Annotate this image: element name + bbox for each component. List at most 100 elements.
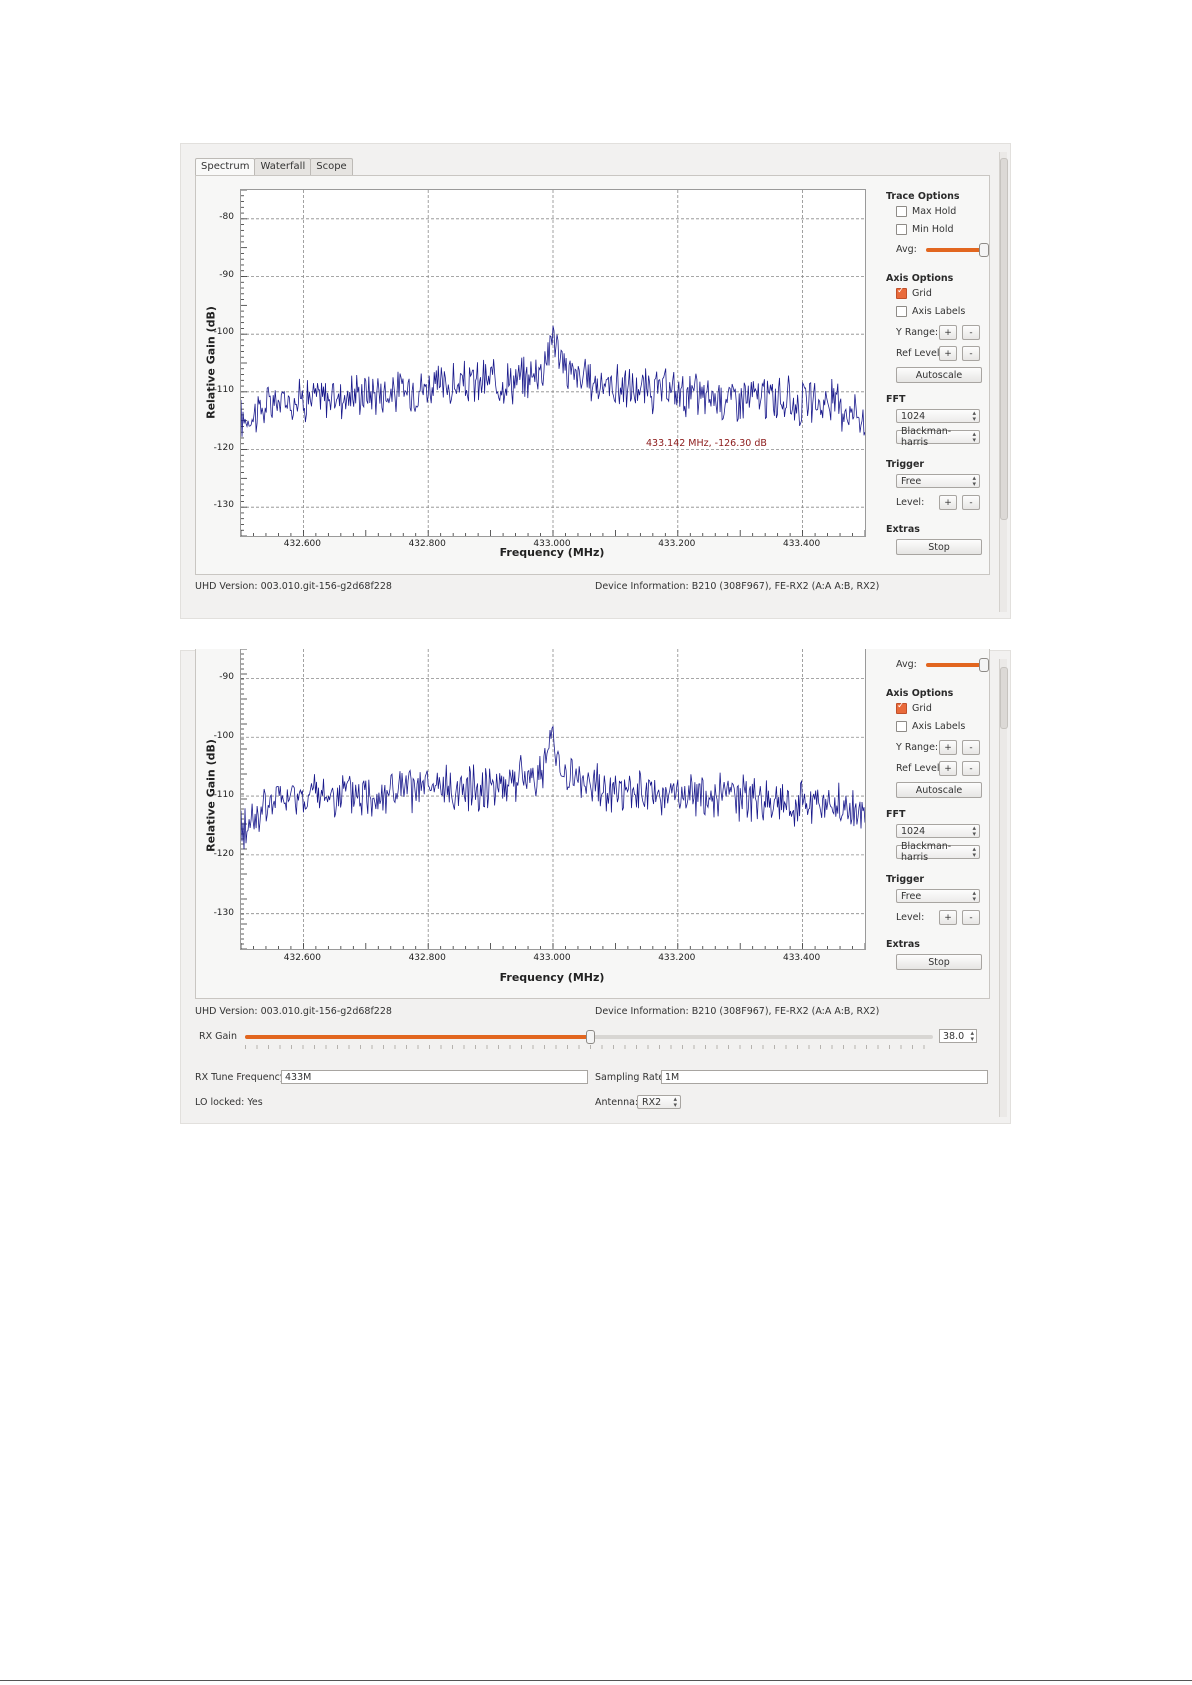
screenshot-spectrum-bottom: -90 -100 -110 -120 -130 432.600 432.800 433.000… [180, 649, 1011, 1124]
avg-slider[interactable] [925, 657, 989, 672]
axis-labels-label: Axis Labels [912, 721, 966, 732]
min-hold-checkbox[interactable] [896, 224, 907, 235]
antenna-label: Antenna: [595, 1097, 639, 1108]
scrollbar-thumb[interactable] [1000, 158, 1008, 520]
x-tick-label: 433.000 [533, 953, 571, 963]
rx-gain-slider-knob[interactable] [586, 1030, 595, 1044]
min-hold-row[interactable]: Min Hold [896, 224, 954, 235]
screenshot-spectrum-top: Spectrum Waterfall Scope -80 -90 -100 -110-… [180, 143, 1011, 619]
grid-row[interactable]: Grid [896, 286, 932, 299]
y-range-label: Y Range: [896, 742, 939, 753]
max-hold-checkbox[interactable] [896, 206, 907, 217]
sampling-rate-input[interactable]: 1M [661, 1070, 988, 1084]
trigger-level-plus-button[interactable]: + [939, 910, 957, 925]
ref-level-minus-button[interactable]: - [962, 761, 980, 776]
axis-labels-row[interactable]: Axis Labels [896, 306, 965, 317]
grid-row[interactable]: Grid [896, 701, 932, 714]
x-tick-label: 433.400 [782, 539, 821, 549]
x-tick-label: 432.600 [283, 539, 321, 549]
tab-scope[interactable]: Scope [310, 158, 353, 175]
autoscale-button[interactable]: Autoscale [896, 782, 982, 798]
scrollbar-thumb[interactable] [1000, 667, 1008, 729]
trigger-level-plus-button[interactable]: + [939, 495, 957, 510]
spectrum-trace [241, 725, 865, 850]
avg-slider-knob[interactable] [978, 657, 989, 672]
y-range-plus-button[interactable]: + [939, 740, 957, 755]
trigger-mode-select[interactable]: Free ▴ ▾ [896, 474, 980, 488]
tab-spectrum[interactable]: Spectrum [195, 158, 256, 175]
ref-level-label: Ref Level: [896, 763, 943, 774]
spectrum-plot-svg [241, 190, 865, 536]
spectrum-trace [241, 325, 865, 437]
trace-options-title: Trace Options [886, 191, 960, 202]
y-tick-label: -100 [213, 731, 234, 742]
antenna-select[interactable]: RX2 ▴ ▾ [637, 1095, 681, 1109]
spectrum-plot-scrolled[interactable] [240, 649, 866, 950]
trigger-level-row: Level: + - [896, 495, 980, 510]
fft-size-select[interactable]: 1024 ▴ ▾ [896, 409, 980, 423]
grid-checkbox[interactable] [896, 286, 907, 299]
fft-window-select[interactable]: Blackman-harris ▴ ▾ [896, 841, 980, 863]
page-footer-rule [0, 1680, 1192, 1681]
rx-gain-ticks [245, 1045, 933, 1049]
fft-window-select[interactable]: Blackman-harris ▴ ▾ [896, 426, 980, 448]
uhd-version: UHD Version: 003.010.git-156-g2d68f228 [195, 581, 392, 592]
plot-marker-readout: 433.142 MHz, -126.30 dB [646, 438, 767, 449]
spin-arrows-icon: ▴ ▾ [972, 409, 976, 423]
lo-locked-status: LO locked: Yes [195, 1097, 263, 1108]
extras-title: Extras [886, 524, 920, 535]
spin-arrows-icon: ▴ ▾ [972, 824, 976, 838]
fft-title: FFT [886, 809, 906, 820]
x-axis-label: Frequency (MHz) [499, 971, 605, 984]
y-range-row: Y Range: + - [896, 325, 980, 340]
fft-size-value: 1024 [901, 825, 926, 837]
axis-options-title: Axis Options [886, 688, 954, 699]
autoscale-button[interactable]: Autoscale [896, 367, 982, 383]
side-panel: Trace Options Max Hold Min Hold Avg: Axi… [886, 189, 989, 555]
vertical-scrollbar[interactable] [999, 659, 1008, 1117]
trigger-level-minus-button[interactable]: - [962, 910, 980, 925]
y-range-minus-button[interactable]: - [962, 740, 980, 755]
y-range-minus-button[interactable]: - [962, 325, 980, 340]
x-tick-label: 432.800 [408, 539, 446, 549]
trigger-title: Trigger [886, 874, 925, 885]
grid-label: Grid [912, 288, 932, 299]
rx-tune-frequency-input[interactable]: 433M [281, 1070, 588, 1084]
y-axis-label: Relative Gain (dB) [204, 306, 218, 419]
x-tick-label: 432.800 [408, 953, 446, 963]
fft-title: FFT [886, 394, 906, 405]
trigger-mode-select[interactable]: Free ▴ ▾ [896, 889, 980, 903]
y-range-plus-button[interactable]: + [939, 325, 957, 340]
ref-level-plus-button[interactable]: + [939, 761, 957, 776]
stop-button[interactable]: Stop [896, 539, 982, 555]
axis-labels-checkbox[interactable] [896, 721, 907, 732]
y-tick-label: -100 [213, 327, 234, 338]
trigger-level-minus-button[interactable]: - [962, 495, 980, 510]
stop-button[interactable]: Stop [896, 954, 982, 970]
fft-size-select[interactable]: 1024 ▴ ▾ [896, 824, 980, 838]
axis-labels-checkbox[interactable] [896, 306, 907, 317]
avg-slider-knob[interactable] [978, 242, 989, 257]
max-hold-label: Max Hold [912, 206, 957, 217]
rx-gain-spinbox[interactable]: 38.0 ▴ ▾ [939, 1029, 977, 1043]
tab-waterfall[interactable]: Waterfall [254, 158, 312, 175]
rx-gain-slider[interactable] [245, 1030, 933, 1044]
spin-arrows-icon: ▴ ▾ [673, 1095, 677, 1109]
avg-slider[interactable] [925, 242, 989, 257]
device-information: Device Information: B210 (308F967), FE-R… [595, 581, 880, 592]
x-tick-label: 433.000 [533, 539, 571, 549]
avg-row: Avg: [896, 657, 989, 672]
ref-level-plus-button[interactable]: + [939, 346, 957, 361]
spectrum-pane: -80 -90 -100 -110 -120 -130 432.600 432.800 433.… [195, 175, 990, 575]
spectrum-plot-svg [241, 649, 865, 949]
ref-level-minus-button[interactable]: - [962, 346, 980, 361]
ref-level-row: Ref Level: + - [896, 761, 980, 776]
grid-checkbox[interactable] [896, 701, 907, 714]
vertical-scrollbar[interactable] [999, 152, 1008, 612]
axis-labels-row[interactable]: Axis Labels [896, 721, 965, 732]
spectrum-plot[interactable] [240, 189, 866, 537]
max-hold-row[interactable]: Max Hold [896, 206, 956, 217]
y-tick-label: -90 [219, 672, 234, 683]
spectrum-pane-scrolled: -90 -100 -110 -120 -130 432.600 432.800 433.000… [195, 649, 990, 999]
y-tick-label: -90 [219, 269, 234, 280]
